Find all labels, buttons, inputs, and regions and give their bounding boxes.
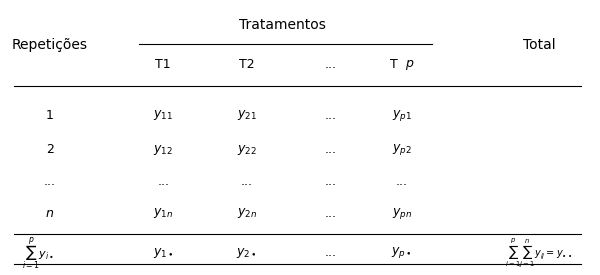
Text: ...: ... xyxy=(396,175,408,188)
Text: ...: ... xyxy=(324,207,336,220)
Text: $n$: $n$ xyxy=(46,207,55,220)
Text: $y_{12}$: $y_{12}$ xyxy=(153,143,173,157)
Text: T: T xyxy=(390,59,398,72)
Text: ...: ... xyxy=(324,143,336,156)
Text: Repetições: Repetições xyxy=(12,38,88,52)
Text: ...: ... xyxy=(241,175,253,188)
Text: 2: 2 xyxy=(46,143,54,156)
Text: 1: 1 xyxy=(46,109,54,122)
Text: $y_{2\bullet}$: $y_{2\bullet}$ xyxy=(236,246,257,260)
Text: $y_{1\bullet}$: $y_{1\bullet}$ xyxy=(153,246,174,260)
Text: ...: ... xyxy=(324,175,336,188)
Text: ...: ... xyxy=(157,175,169,188)
Text: T1: T1 xyxy=(155,59,171,72)
Text: ...: ... xyxy=(324,59,336,72)
Text: $y_{11}$: $y_{11}$ xyxy=(153,108,173,122)
Text: $\sum_{i=1}^{p} y_{i\bullet}$: $\sum_{i=1}^{p} y_{i\bullet}$ xyxy=(22,235,54,271)
Text: ...: ... xyxy=(44,175,56,188)
Text: $y_{2n}$: $y_{2n}$ xyxy=(236,206,257,220)
Text: Tratamentos: Tratamentos xyxy=(239,18,326,32)
Text: T2: T2 xyxy=(239,59,254,72)
Text: $y_{22}$: $y_{22}$ xyxy=(237,143,257,157)
Text: ...: ... xyxy=(324,246,336,260)
Text: $y_{1n}$: $y_{1n}$ xyxy=(153,206,173,220)
Text: $p$: $p$ xyxy=(405,58,414,72)
Text: $y_{21}$: $y_{21}$ xyxy=(237,108,257,122)
Text: $y_{p2}$: $y_{p2}$ xyxy=(392,142,412,157)
Text: ...: ... xyxy=(324,109,336,122)
Text: $y_{pn}$: $y_{pn}$ xyxy=(392,206,412,221)
Text: $y_{p\bullet}$: $y_{p\bullet}$ xyxy=(391,246,412,260)
Text: Total: Total xyxy=(523,38,555,52)
Text: $\sum_{i=1}^{p}\sum_{j=1}^{n} y_{ij} = y_{\bullet\bullet}$: $\sum_{i=1}^{p}\sum_{j=1}^{n} y_{ij} = y… xyxy=(505,236,573,270)
Text: $y_{p1}$: $y_{p1}$ xyxy=(392,108,412,123)
